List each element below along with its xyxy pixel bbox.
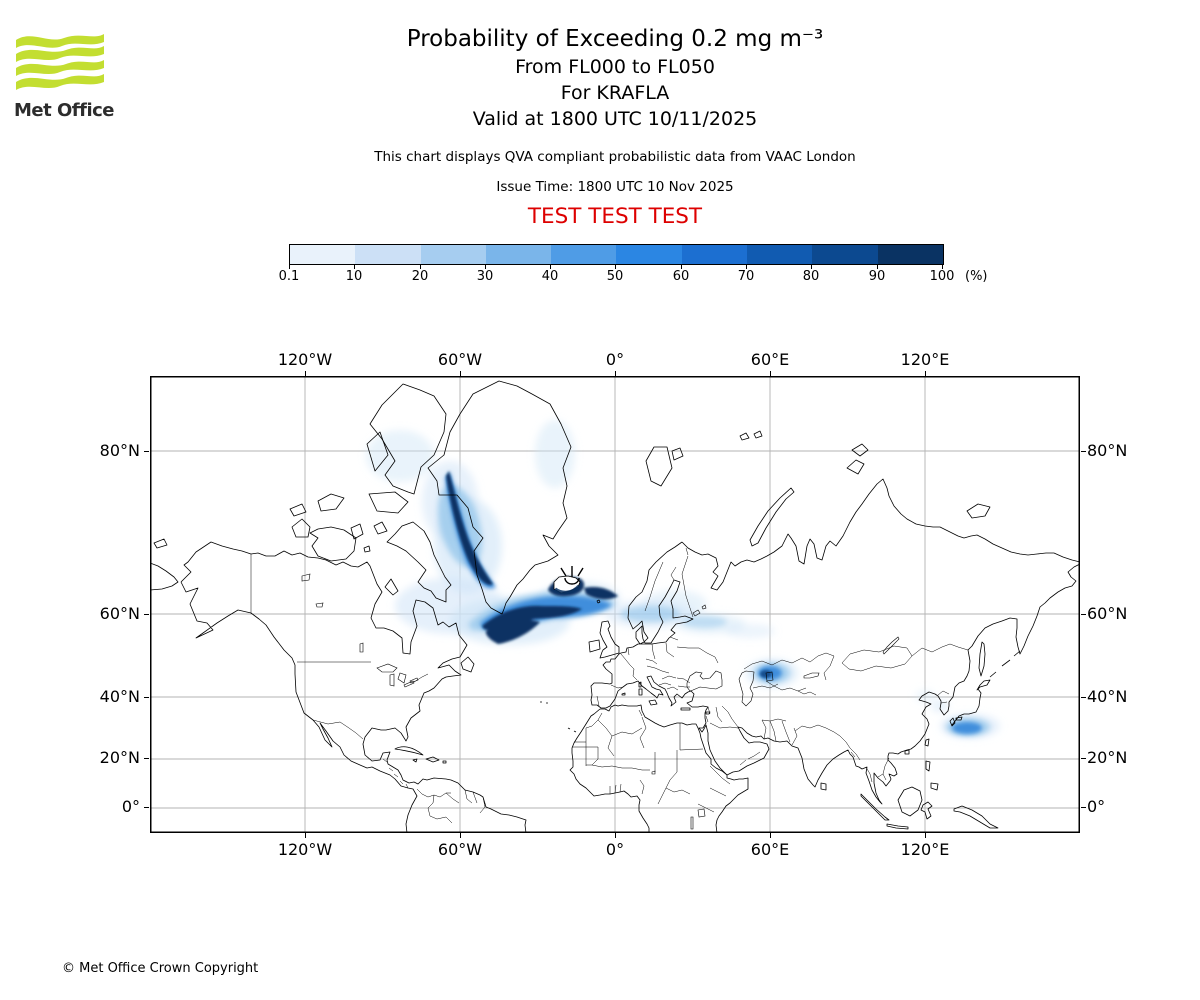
y-axis-label-right: 20°N (1087, 748, 1128, 767)
ash-plume-high (445, 472, 982, 734)
colorbar-label: 10 (345, 269, 363, 284)
x-axis-label-top: 0° (605, 350, 625, 369)
x-axis-label-top: 60°W (437, 350, 483, 369)
x-axis-label-top: 120°W (277, 350, 333, 369)
colorbar-segment (877, 245, 943, 264)
y-axis-label-right: 40°N (1087, 687, 1128, 706)
colorbar-label: 30 (476, 269, 494, 284)
colorbar-label: 90 (868, 269, 886, 284)
x-axis-label-bottom: 60°W (437, 840, 483, 859)
x-axis-label-bottom: 120°W (277, 840, 333, 859)
coastlines (150, 380, 1080, 833)
y-axis-label-left: 60°N (99, 604, 140, 623)
y-axis-label-left: 40°N (99, 687, 140, 706)
colorbar-label: 50 (606, 269, 624, 284)
colorbar-label: 60 (672, 269, 690, 284)
subtitle-valid-time: Valid at 1800 UTC 10/11/2025 (472, 108, 758, 130)
test-banner: TEST TEST TEST (527, 204, 703, 229)
colorbar-label: 20 (411, 269, 429, 284)
y-axis-label-left: 0° (121, 797, 140, 816)
colorbar-segment (355, 245, 421, 264)
chart-header: Probability of Exceeding 0.2 mg m⁻³ From… (120, 24, 1110, 229)
subtitle-volcano: For KRAFLA (560, 82, 670, 104)
country-borders (250, 547, 969, 824)
page-title: Probability of Exceeding 0.2 mg m⁻³ (406, 26, 824, 52)
y-axis-label-right: 80°N (1087, 441, 1128, 460)
colorbar-segment (812, 245, 878, 264)
colorbar-unit: (%) (965, 269, 988, 284)
colorbar-label: 80 (802, 269, 820, 284)
colorbar-label: 70 (737, 269, 755, 284)
qva-description: This chart displays QVA compliant probab… (374, 149, 856, 165)
colorbar-segment (616, 245, 682, 264)
colorbar-label: 0.1 (278, 269, 300, 284)
copyright-text: © Met Office Crown Copyright (62, 961, 259, 976)
x-axis-label-top: 120°E (900, 350, 950, 369)
colorbar-label: 40 (541, 269, 559, 284)
colorbar-segment (290, 245, 356, 264)
subtitle-flight-levels: From FL000 to FL050 (515, 56, 715, 78)
iceland (553, 575, 581, 595)
colorbar-segment (551, 245, 617, 264)
colorbar-segment (420, 245, 486, 264)
x-axis-label-top: 60°E (750, 350, 790, 369)
map-frame (150, 376, 1080, 833)
colorbar-segment (747, 245, 813, 264)
x-axis-label-bottom: 60°E (750, 840, 790, 859)
y-axis-label-right: 0° (1087, 797, 1106, 816)
x-axis-label-bottom: 120°E (900, 840, 950, 859)
y-axis-label-left: 20°N (99, 748, 140, 767)
met-office-waves-icon (16, 34, 104, 90)
met-office-logo: Met Office (14, 28, 115, 121)
colorbar-segments (289, 244, 944, 265)
lakes (301, 573, 900, 830)
logo-text: Met Office (14, 100, 115, 121)
probability-map (150, 376, 1080, 833)
colorbar-segment (681, 245, 748, 264)
y-axis-label-right: 60°N (1087, 604, 1128, 623)
y-axis-label-left: 80°N (99, 441, 140, 460)
colorbar-segment (485, 245, 552, 264)
issue-time: Issue Time: 1800 UTC 10 Nov 2025 (496, 179, 734, 195)
colorbar-label: 100 (929, 269, 955, 284)
x-axis-label-bottom: 0° (605, 840, 625, 859)
volcano-marker (560, 566, 584, 585)
